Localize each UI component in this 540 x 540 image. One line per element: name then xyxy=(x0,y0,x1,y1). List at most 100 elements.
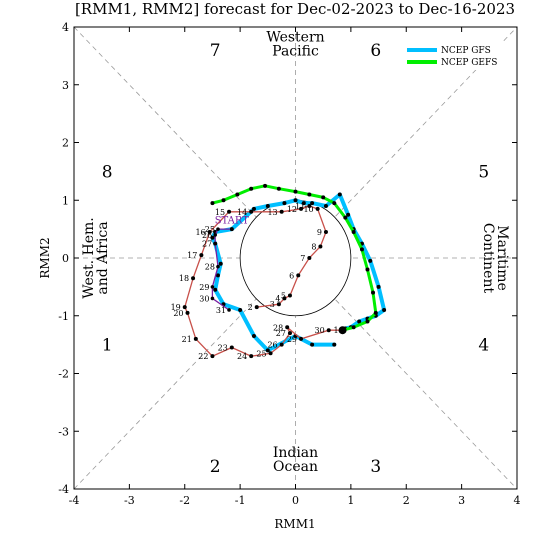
series-point xyxy=(343,215,348,220)
observed-point xyxy=(268,351,273,356)
observed-point xyxy=(279,209,284,214)
x-tick-label: -3 xyxy=(124,494,135,507)
diagonal-line-falling xyxy=(73,26,518,490)
x-tick-label: 0 xyxy=(292,494,299,507)
unit-circle xyxy=(239,199,352,317)
series-point xyxy=(373,310,378,315)
observed-day-label: 23 xyxy=(218,344,228,353)
observed-day-label: 18 xyxy=(179,274,189,283)
phase-label-3: 3 xyxy=(370,457,381,477)
purple-point xyxy=(213,233,218,237)
region-label-west-hem: and Africa xyxy=(95,221,111,294)
series-point xyxy=(321,195,326,200)
region-label-indian-ocean: Indian xyxy=(273,445,318,461)
series-point xyxy=(221,198,226,203)
series-point xyxy=(265,204,270,209)
observed-day-label: 8 xyxy=(311,242,316,251)
purple-point xyxy=(230,227,234,231)
x-tick-label: 1 xyxy=(347,494,354,507)
observed-point xyxy=(207,230,212,235)
series-point xyxy=(218,261,223,266)
legend-label-1: NCEP GEFS xyxy=(441,58,497,68)
series-point xyxy=(307,192,312,197)
observed-line xyxy=(184,205,343,357)
observed-day-label: 1 xyxy=(333,326,338,335)
series-point xyxy=(215,273,220,278)
series-point xyxy=(235,192,240,197)
observed-end-marker xyxy=(338,326,347,335)
observed-day-label: 26 xyxy=(267,341,277,350)
series-point xyxy=(249,186,254,191)
series-point xyxy=(251,333,256,338)
series-point xyxy=(210,235,215,240)
purple-point xyxy=(216,264,220,269)
series-point xyxy=(359,247,364,252)
x-tick-label: -2 xyxy=(179,494,190,507)
purple-day-label: 30 xyxy=(199,294,209,303)
phase-label-1: 1 xyxy=(102,336,113,356)
observed-day-label: 5 xyxy=(281,292,286,301)
purple-day-label: 29 xyxy=(199,283,209,292)
region-label-maritime: Maritime xyxy=(494,225,510,291)
region-label-indian-ocean: Ocean xyxy=(273,459,318,475)
series-point xyxy=(213,287,218,292)
region-label-west-hem: West. Hem. xyxy=(81,217,97,298)
region-label-western-pacific: Western xyxy=(266,29,324,45)
observed-point xyxy=(254,305,259,310)
observed-day-label: 25 xyxy=(256,349,266,358)
series-layer xyxy=(210,183,387,353)
phase-label-8: 8 xyxy=(102,162,113,182)
series-point xyxy=(365,319,370,324)
observed-point xyxy=(227,209,232,214)
chart-title: [RMM1, RMM2] forecast for Dec-02-2023 to… xyxy=(75,0,515,18)
observed-point xyxy=(287,331,292,336)
start-label: START xyxy=(215,215,250,226)
observed-day-label: 16 xyxy=(195,228,205,237)
series-point xyxy=(351,325,356,330)
region-label-maritime: Continent xyxy=(480,223,496,294)
observed-point xyxy=(249,209,254,214)
series-point xyxy=(351,230,356,235)
observed-day-label: 22 xyxy=(198,352,208,361)
observed-point xyxy=(285,325,290,330)
x-tick-label: 2 xyxy=(403,494,410,507)
series-point xyxy=(323,204,328,209)
purple-point xyxy=(213,241,218,246)
purple-point xyxy=(210,285,215,289)
x-tick-label: -1 xyxy=(235,494,246,507)
phase-label-2: 2 xyxy=(210,457,221,477)
series-point xyxy=(310,201,315,206)
legend-box xyxy=(402,42,506,70)
purple-point xyxy=(216,227,220,231)
y-tick-label: -1 xyxy=(58,310,69,323)
observed-day-label: 6 xyxy=(289,271,294,280)
y-tick-label: 2 xyxy=(62,137,69,150)
purple-day-label: 28 xyxy=(205,263,215,272)
observed-point xyxy=(229,345,234,350)
observed-day-label: 12 xyxy=(287,205,297,214)
y-tick-label: 0 xyxy=(62,252,69,265)
series-point xyxy=(238,307,243,312)
observed-point xyxy=(326,328,331,333)
observed-day-label: 9 xyxy=(317,228,322,237)
observed-day-label: 28 xyxy=(273,323,283,332)
observed-point xyxy=(323,230,328,235)
observed-point xyxy=(307,256,312,260)
observed-point xyxy=(318,244,323,249)
purple-day-label: 31 xyxy=(216,306,226,315)
series-point xyxy=(282,201,287,206)
phase-label-5: 5 xyxy=(478,162,489,182)
legend-label-0: NCEP GFS xyxy=(441,46,491,56)
observed-day-label: 21 xyxy=(182,335,192,344)
phase-label-6: 6 xyxy=(370,41,381,61)
series-point xyxy=(293,198,298,203)
series-point xyxy=(357,319,362,324)
phase-label-4: 4 xyxy=(478,336,489,356)
x-tick-label: -4 xyxy=(69,494,80,507)
x-axis-label: RMM1 xyxy=(274,517,315,531)
series-point xyxy=(376,284,381,289)
observed-day-label: 27 xyxy=(276,329,286,338)
